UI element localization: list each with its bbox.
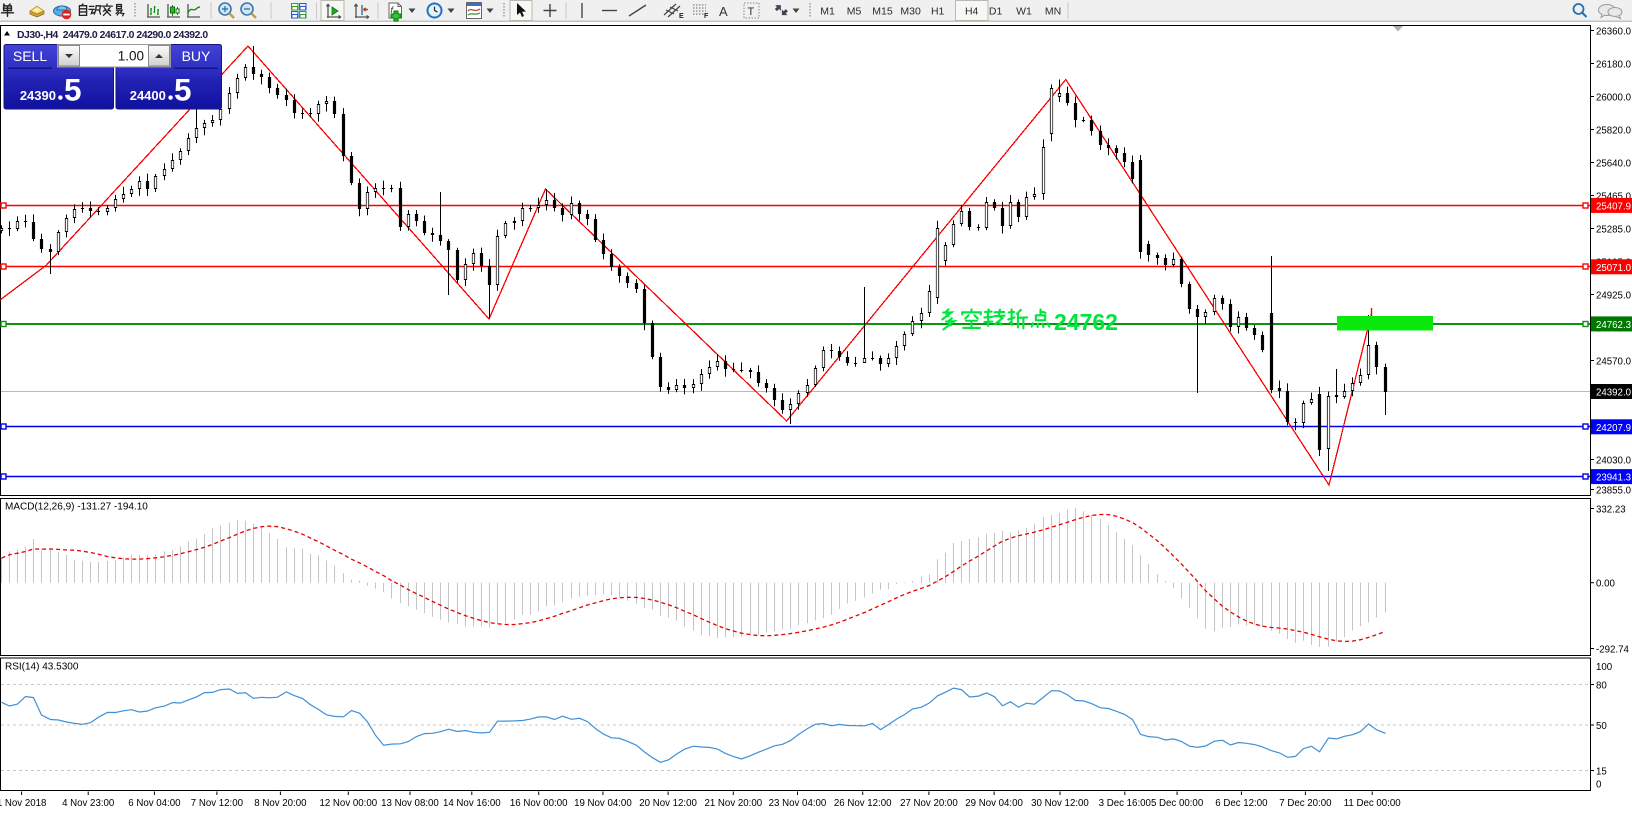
svg-text:4 Nov 23:00: 4 Nov 23:00: [62, 798, 115, 809]
svg-text:21 Nov 20:00: 21 Nov 20:00: [704, 798, 762, 809]
svg-text:25820.0: 25820.0: [1596, 126, 1632, 137]
svg-text:SELL: SELL: [13, 48, 47, 64]
svg-text:100: 100: [1596, 662, 1613, 673]
svg-text:24030.0: 24030.0: [1596, 456, 1632, 467]
svg-text:7 Nov 12:00: 7 Nov 12:00: [191, 798, 244, 809]
svg-text:M30: M30: [900, 6, 921, 18]
svg-text:H4: H4: [965, 6, 979, 18]
svg-text:19 Nov 04:00: 19 Nov 04:00: [574, 798, 632, 809]
svg-text:25640.0: 25640.0: [1596, 159, 1632, 170]
svg-text:M5: M5: [847, 6, 862, 18]
svg-text:A: A: [719, 4, 728, 19]
svg-text:1 Nov 2018: 1 Nov 2018: [0, 798, 46, 809]
svg-text:24570.0: 24570.0: [1596, 357, 1632, 368]
svg-text:24925.0: 24925.0: [1596, 291, 1632, 302]
svg-text:0.00: 0.00: [1596, 579, 1615, 590]
svg-text:24762.3: 24762.3: [1596, 320, 1631, 331]
svg-text:DJ30-,H4 24479.0 24617.0 2429: DJ30-,H4 24479.0 24617.0 24290.0 24392.0: [17, 30, 208, 41]
svg-text:26000.0: 26000.0: [1596, 93, 1632, 104]
svg-text:3 Dec 16:00: 3 Dec 16:00: [1099, 798, 1152, 809]
svg-text:D1: D1: [989, 6, 1003, 18]
svg-text:24762: 24762: [1054, 309, 1118, 335]
svg-text:F: F: [704, 13, 709, 20]
svg-text:1.00: 1.00: [118, 49, 144, 64]
svg-text:25465.0: 25465.0: [1596, 192, 1632, 203]
svg-text:29 Nov 04:00: 29 Nov 04:00: [965, 798, 1023, 809]
svg-text:MN: MN: [1045, 6, 1061, 18]
svg-text:27 Nov 20:00: 27 Nov 20:00: [900, 798, 958, 809]
svg-text:13 Nov 08:00: 13 Nov 08:00: [381, 798, 439, 809]
svg-text:25407.9: 25407.9: [1596, 201, 1631, 212]
svg-text:0: 0: [1596, 780, 1602, 791]
svg-text:7 Dec 20:00: 7 Dec 20:00: [1279, 798, 1332, 809]
svg-text:26360.0: 26360.0: [1596, 27, 1632, 38]
svg-text:16 Nov 00:00: 16 Nov 00:00: [510, 798, 568, 809]
svg-text:E: E: [679, 13, 684, 20]
svg-text:24207.9: 24207.9: [1596, 423, 1631, 434]
svg-text:15: 15: [1596, 767, 1607, 778]
svg-text:6 Dec 12:00: 6 Dec 12:00: [1215, 798, 1268, 809]
svg-text:50: 50: [1596, 721, 1607, 732]
svg-text:11 Dec 00:00: 11 Dec 00:00: [1344, 798, 1402, 809]
svg-text:6 Nov 04:00: 6 Nov 04:00: [128, 798, 181, 809]
svg-text:24390: 24390: [20, 88, 56, 103]
svg-text:25285.0: 25285.0: [1596, 225, 1632, 236]
svg-text:12 Nov 00:00: 12 Nov 00:00: [319, 798, 377, 809]
svg-text:-292.74: -292.74: [1596, 645, 1629, 656]
svg-text:14 Nov 16:00: 14 Nov 16:00: [443, 798, 501, 809]
svg-text:24400: 24400: [130, 88, 166, 103]
svg-text:23855.0: 23855.0: [1596, 486, 1632, 497]
svg-text:M15: M15: [872, 6, 893, 18]
svg-text:M1: M1: [820, 6, 835, 18]
svg-text:f: f: [391, 5, 395, 15]
svg-text:26180.0: 26180.0: [1596, 60, 1632, 71]
svg-text:332.23: 332.23: [1596, 505, 1626, 516]
svg-text:25071.0: 25071.0: [1596, 263, 1632, 274]
svg-text:MACD(12,26,9) -131.27 -194.10: MACD(12,26,9) -131.27 -194.10: [5, 502, 148, 513]
svg-text:5: 5: [64, 72, 82, 108]
svg-text:23 Nov 04:00: 23 Nov 04:00: [769, 798, 827, 809]
svg-text:24392.0: 24392.0: [1596, 388, 1632, 399]
svg-text:80: 80: [1596, 681, 1607, 692]
svg-text:26 Nov 12:00: 26 Nov 12:00: [834, 798, 892, 809]
svg-text:30 Nov 12:00: 30 Nov 12:00: [1031, 798, 1089, 809]
svg-text:H1: H1: [931, 6, 945, 18]
svg-text:8 Nov 20:00: 8 Nov 20:00: [254, 798, 307, 809]
svg-text:BUY: BUY: [182, 48, 211, 64]
svg-text:5 Dec 00:00: 5 Dec 00:00: [1151, 798, 1204, 809]
svg-text:20 Nov 12:00: 20 Nov 12:00: [639, 798, 697, 809]
svg-text:23941.3: 23941.3: [1596, 473, 1631, 484]
svg-text:T: T: [748, 6, 755, 18]
svg-text:W1: W1: [1016, 6, 1032, 18]
svg-text:5: 5: [174, 72, 192, 108]
svg-text:RSI(14) 43.5300: RSI(14) 43.5300: [5, 662, 79, 673]
